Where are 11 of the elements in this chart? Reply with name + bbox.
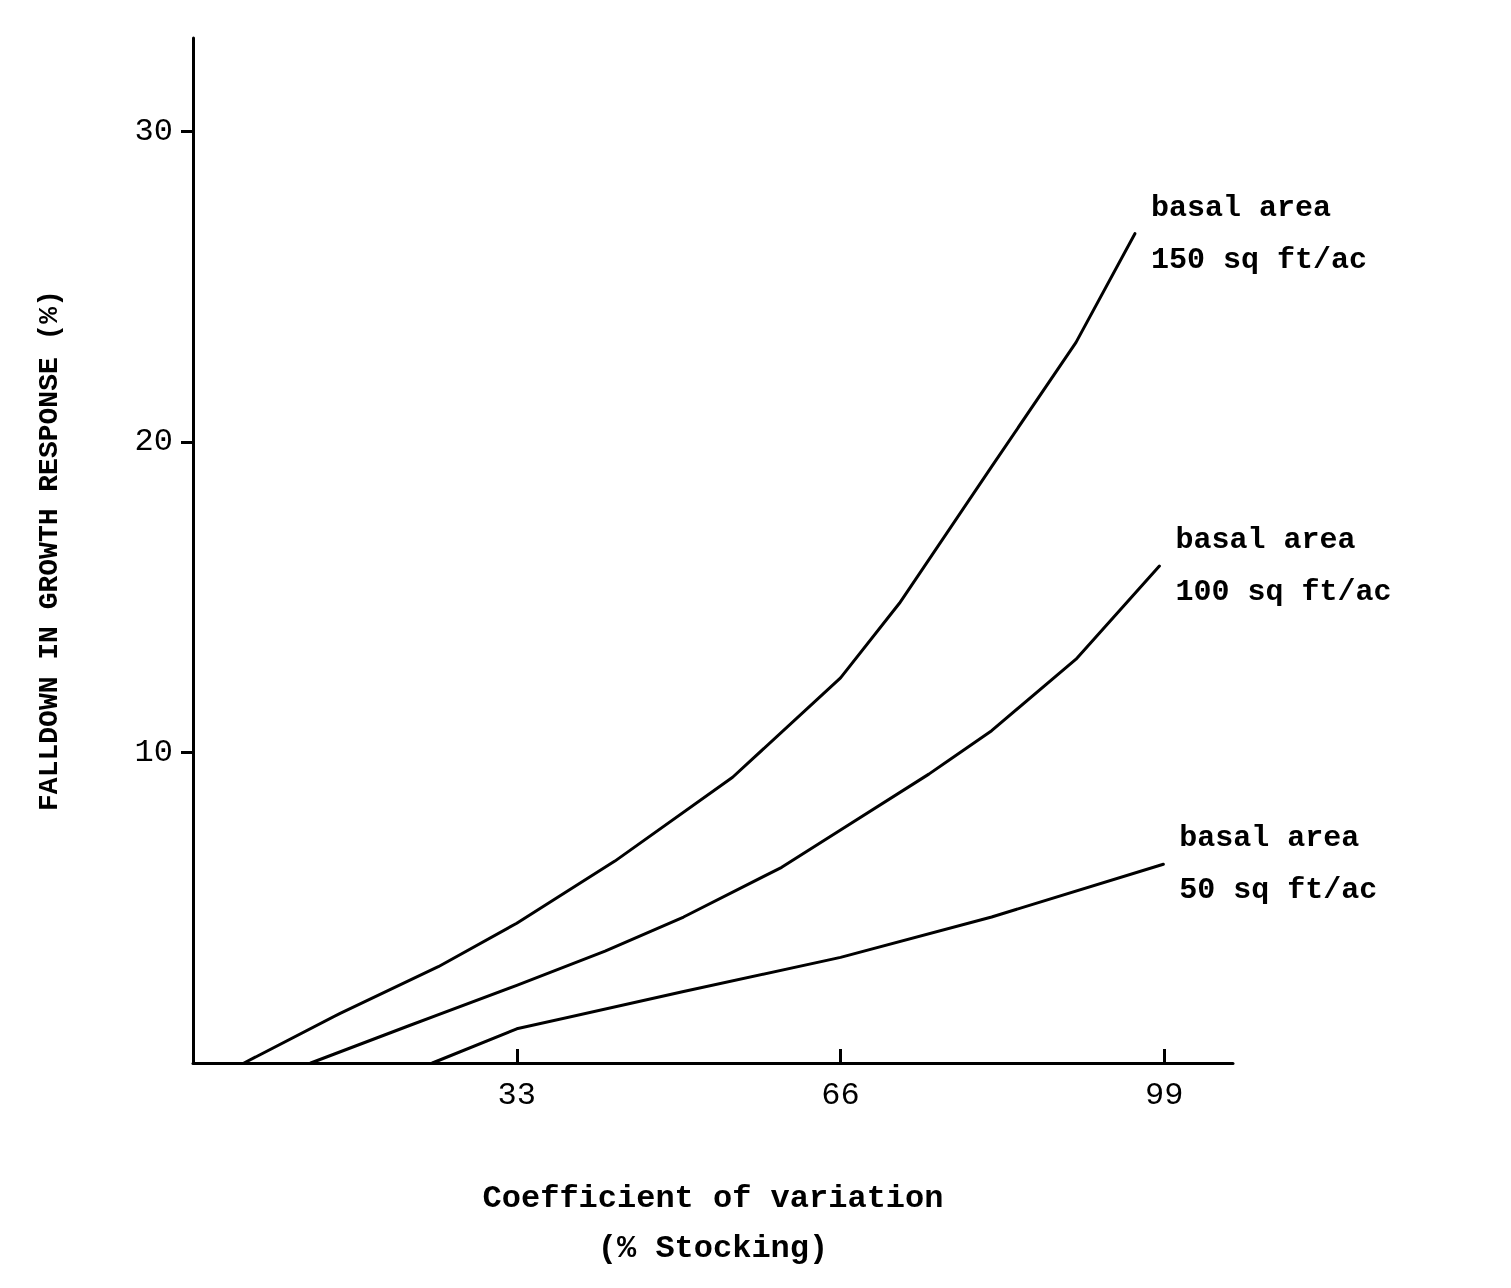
y-tick-label: 20: [134, 423, 173, 461]
y-tick-label: 10: [134, 733, 173, 771]
series-label: basal area 150 sq ft/ac: [1150, 190, 1367, 277]
series-label: basal area 50 sq ft/ac: [1179, 821, 1378, 908]
series-label: basal area 100 sq ft/ac: [1175, 523, 1392, 610]
x-tick-label: 99: [1145, 1076, 1184, 1114]
y-tick-label: 30: [134, 112, 173, 150]
x-tick-label: 66: [821, 1076, 860, 1114]
x-tick-label: 33: [497, 1076, 536, 1114]
y-axis-title: FALLDOWN IN GROWTH RESPONSE (%): [33, 290, 65, 811]
x-axis-title: Coefficient of variation (% Stocking): [482, 1179, 944, 1267]
